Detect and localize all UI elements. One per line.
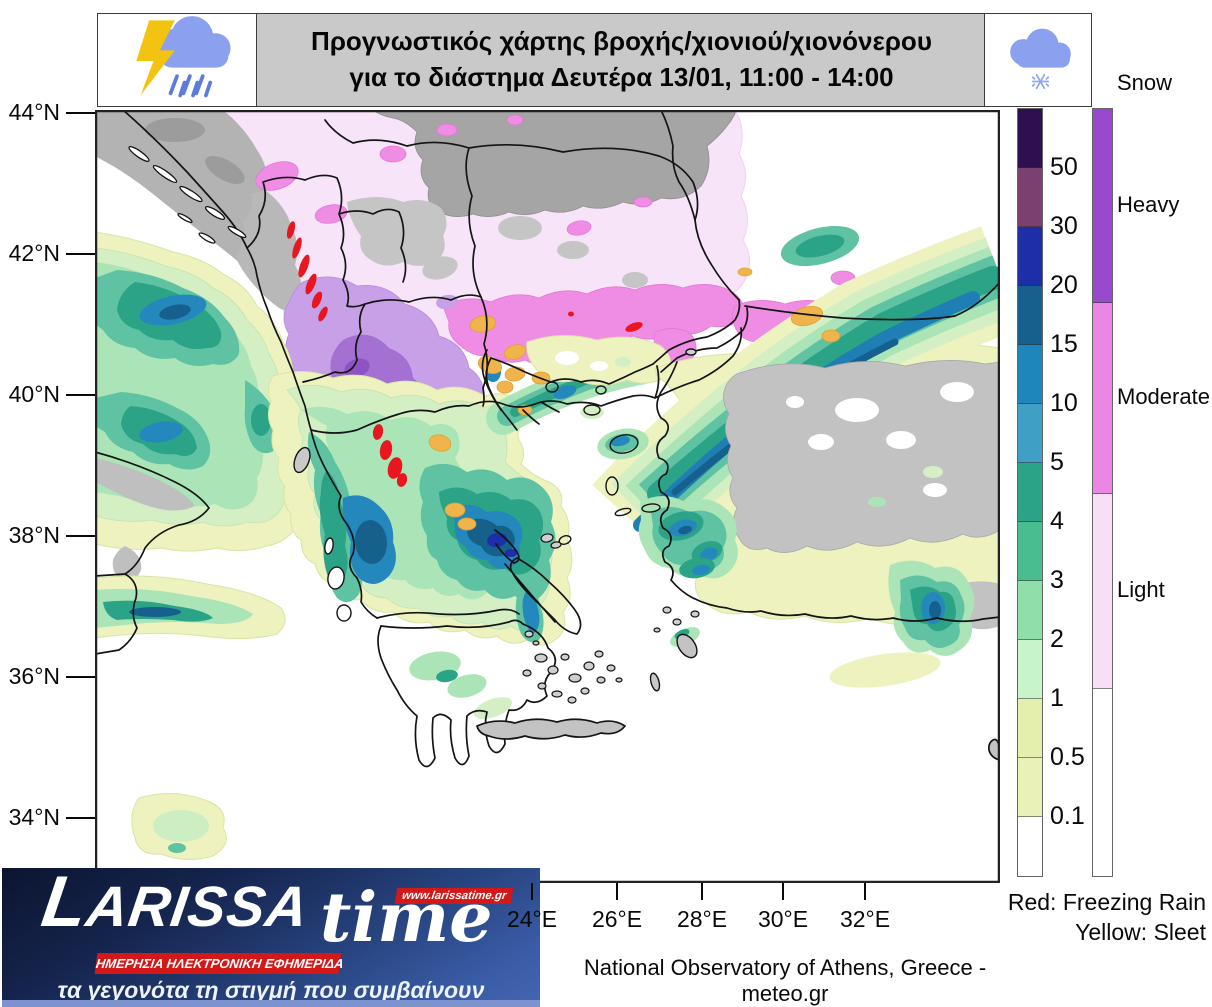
- sleet-patches: [428, 267, 841, 531]
- lon-tick-mark: [531, 883, 533, 900]
- rain-scale-value: 30: [1050, 212, 1078, 240]
- freezing-rain-marks: [286, 221, 643, 487]
- rain-scale-segment: [1018, 286, 1042, 345]
- lon-tick-label: 24°E: [506, 906, 558, 932]
- map-frame: [95, 110, 1000, 883]
- rain-scale-segment: [1018, 109, 1042, 168]
- rain-scale-segment: [1018, 227, 1042, 286]
- snow-scale-segment: [1093, 494, 1112, 689]
- title-line2: για το διάστημα Δευτέρα 13/01, 11:00 - 1…: [349, 62, 894, 92]
- snow-scale-category: Light: [1117, 577, 1165, 602]
- rain-scale-value: 50: [1050, 153, 1078, 181]
- rain-sw-turkey: [829, 560, 975, 688]
- rain-scale-segment: [1018, 463, 1042, 522]
- header-title: Προγνωστικός χάρτης βροχής/χιονιού/χιονό…: [256, 13, 987, 107]
- header-left-icon-panel: [97, 13, 259, 107]
- logo-bottom-strip: [2, 1000, 540, 1007]
- lat-tick-mark: [66, 394, 95, 396]
- lon-tick-label: 30°E: [757, 906, 809, 932]
- lon-tick-label: 28°E: [676, 906, 728, 932]
- snow-scale-colorbar: [1092, 108, 1113, 877]
- rain-greece-system: [267, 351, 657, 719]
- sleet-note: Yellow: Sleet: [1075, 919, 1206, 945]
- rain-scale-value: 4: [1050, 507, 1064, 535]
- rain-scale-value: 10: [1050, 389, 1078, 417]
- coastlines-borders: [95, 110, 1000, 768]
- lon-tick-mark: [701, 883, 703, 900]
- lat-tick-label: 34°N: [8, 804, 60, 830]
- snow-cloud-snowflake-icon: [1010, 28, 1071, 90]
- lon-tick-mark: [782, 883, 784, 900]
- rain-scale-segment: [1018, 817, 1042, 876]
- lat-tick-mark: [66, 817, 95, 819]
- rain-scale-segment: [1018, 404, 1042, 463]
- title-line1: Προγνωστικός χάρτης βροχής/χιονιού/χιονό…: [311, 26, 932, 56]
- larissatime-logo: LARISSA time www.larissatime.gr ΗΜΕΡΗΣΙΑ…: [2, 862, 540, 1007]
- logo-tagline: τα γεγονότα τη στιγμή που συμβαίνουν: [57, 977, 485, 1003]
- rain-scale-segment: [1018, 522, 1042, 581]
- logo-brand: LARISSA: [37, 862, 313, 942]
- snow-scale-segment: [1093, 689, 1112, 876]
- lat-tick-label: 38°N: [8, 522, 60, 548]
- rain-scale-segment: [1018, 758, 1042, 817]
- logo-website-badge: www.larissatime.gr: [394, 888, 514, 904]
- rain-scale-value: 2: [1050, 625, 1064, 653]
- rain-scale-value: 15: [1050, 330, 1078, 358]
- lat-tick-mark: [66, 253, 95, 255]
- rain-scale-value: 1: [1050, 684, 1064, 712]
- rain-scale-segment: [1018, 581, 1042, 640]
- rain-scale-segment: [1018, 699, 1042, 758]
- lat-tick-mark: [66, 112, 95, 114]
- logo-brand-rest: ARISSA: [82, 875, 313, 939]
- snow-scale-segment: [1093, 303, 1112, 494]
- rain-scale-segment: [1018, 345, 1042, 404]
- lat-tick-label: 36°N: [8, 663, 60, 689]
- snow-scale-title: Snow: [1117, 70, 1173, 95]
- rain-scale-value: 0.1: [1050, 802, 1085, 830]
- map-svg: [95, 110, 1000, 883]
- rain-scale-segment: [1018, 168, 1042, 227]
- header-right-icon-panel: [984, 13, 1092, 107]
- rain-scale-value: 3: [1050, 566, 1064, 594]
- lat-tick-label: 40°N: [8, 381, 60, 407]
- rain-west-system: [95, 231, 307, 860]
- lat-tick-mark: [66, 676, 95, 678]
- lon-tick-mark: [616, 883, 618, 900]
- rain-scale-value: 5: [1050, 448, 1064, 476]
- lat-tick-label: 42°N: [8, 240, 60, 266]
- attribution: National Observatory of Athens, Greece -…: [583, 955, 987, 1006]
- snow-scale-category: Heavy: [1117, 192, 1180, 217]
- lon-tick-label: 32°E: [839, 906, 891, 932]
- lat-tick-label: 44°N: [8, 99, 60, 125]
- snow-scale-category: Moderate: [1117, 384, 1210, 409]
- freezing-rain-note: Red: Freezing Rain: [1007, 889, 1206, 915]
- lat-tick-mark: [66, 535, 95, 537]
- rain-scale-segment: [1018, 640, 1042, 699]
- weather-map: [95, 110, 1000, 883]
- lon-tick-mark: [864, 883, 866, 900]
- lon-tick-label: 26°E: [591, 906, 643, 932]
- rain-scale-value: 0.5: [1050, 743, 1085, 771]
- snow-scale-segment: [1093, 109, 1112, 303]
- storm-cloud-lightning-rain-icon: [136, 16, 231, 98]
- rain-scale-value: 20: [1050, 271, 1078, 299]
- logo-banner: ΗΜΕΡΗΣΙΑ ΗΛΕΚΤΡΟΝΙΚΗ ΕΦΗΜΕΡΙΔΑ: [94, 953, 345, 974]
- rain-scale-colorbar: [1017, 108, 1043, 877]
